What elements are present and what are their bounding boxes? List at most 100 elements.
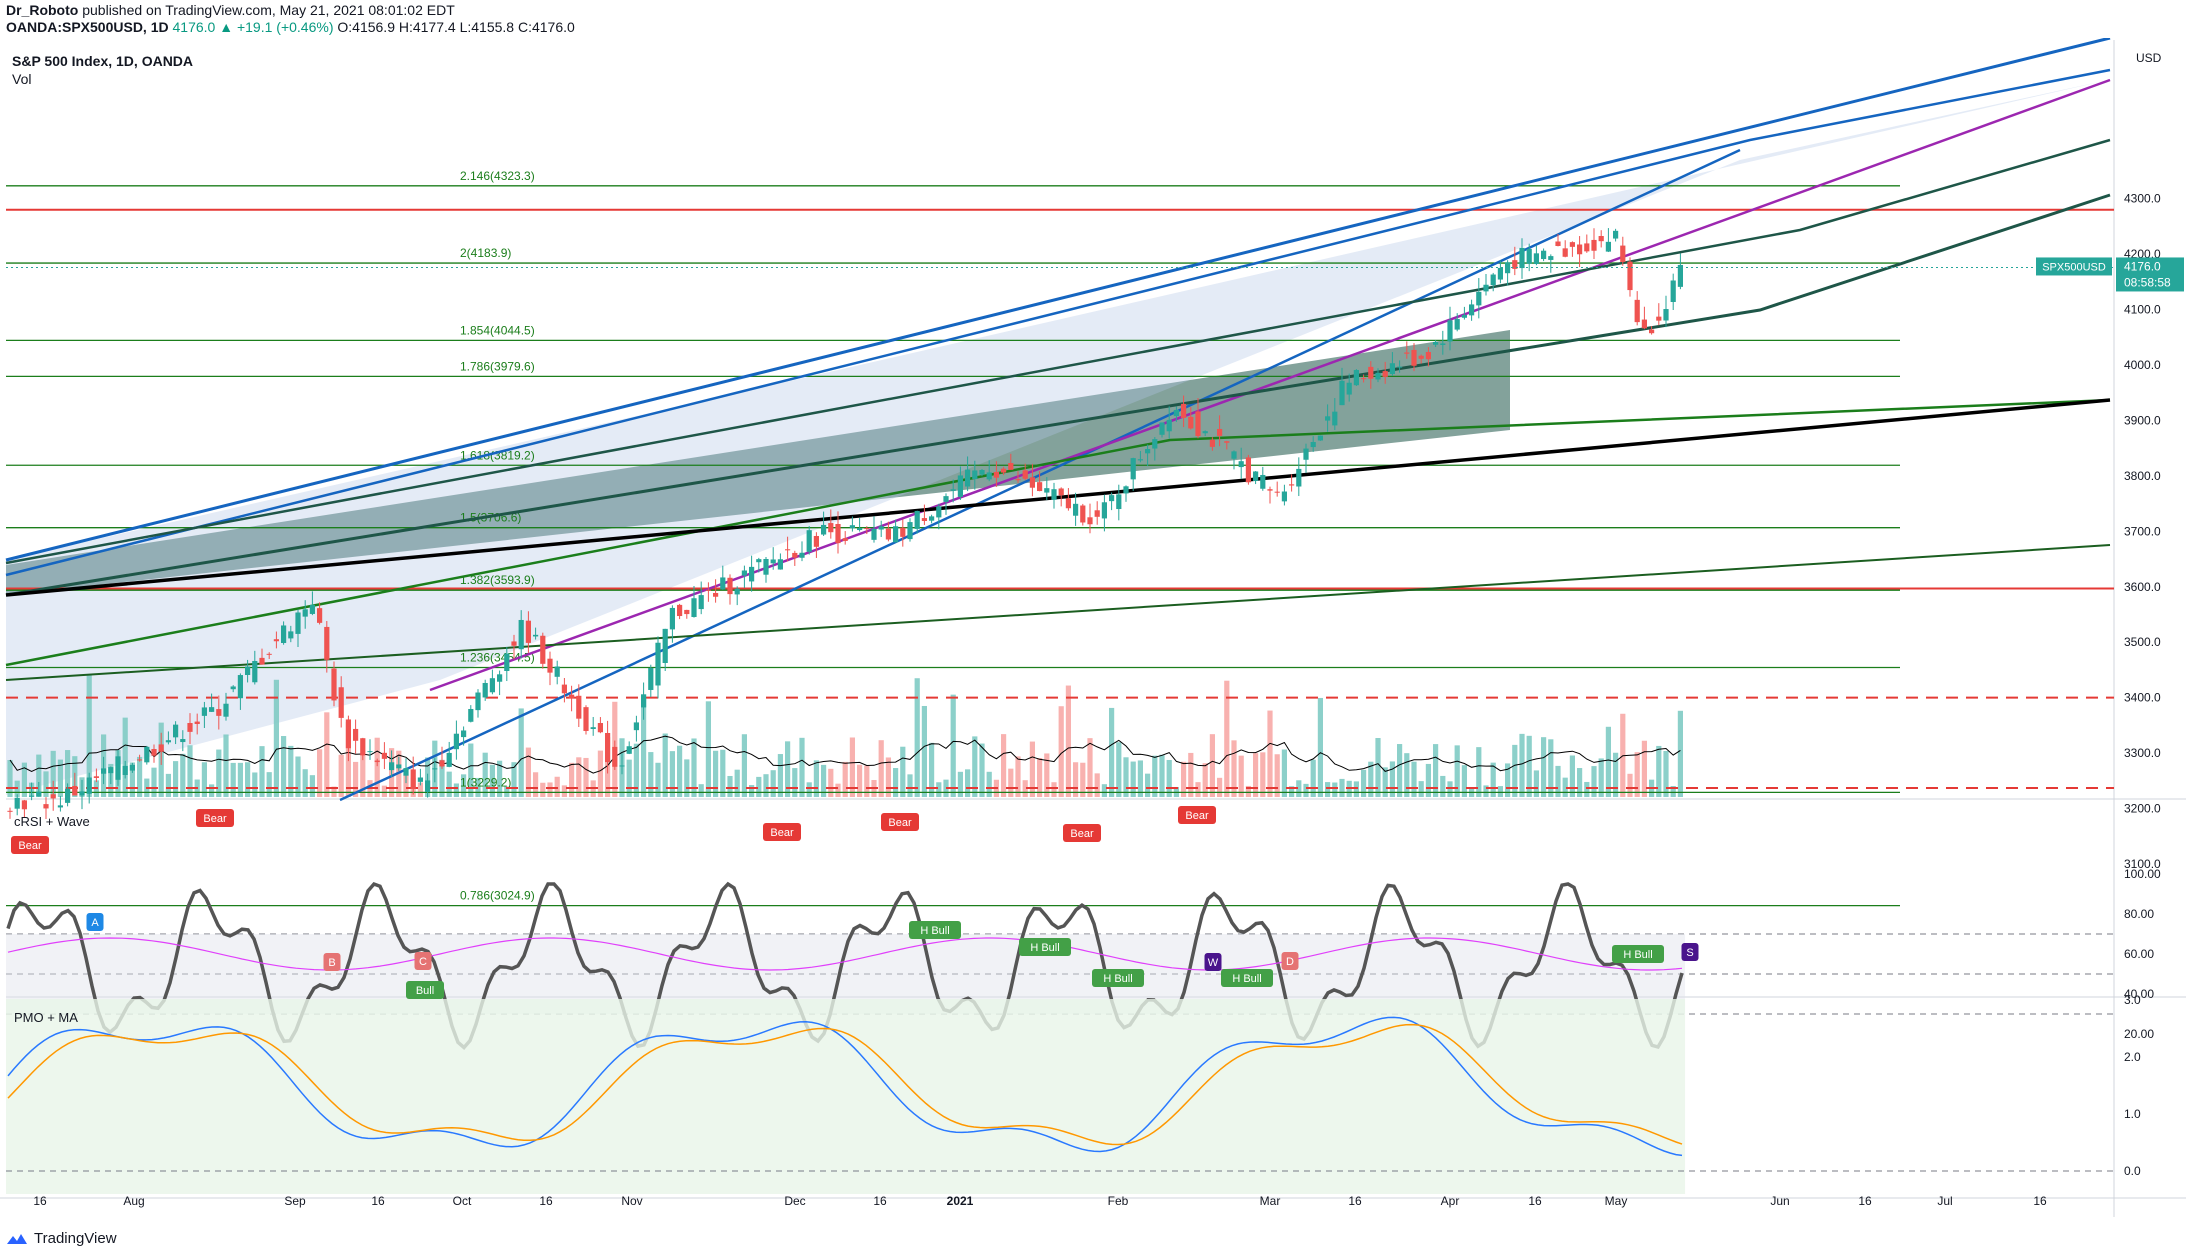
pmo-line bbox=[7, 1016, 1683, 1157]
candle bbox=[907, 522, 913, 540]
symbol-tag-bg bbox=[2036, 257, 2112, 276]
candle bbox=[1274, 491, 1280, 493]
candle bbox=[1353, 369, 1359, 386]
pmo-tick-label: 3.0 bbox=[2124, 993, 2141, 1007]
volume-bar bbox=[216, 749, 222, 797]
candle bbox=[475, 692, 481, 711]
candle bbox=[432, 768, 438, 770]
candle bbox=[1008, 463, 1014, 470]
candle bbox=[115, 756, 121, 780]
candle bbox=[533, 634, 539, 637]
candle bbox=[1389, 363, 1395, 375]
candle bbox=[345, 719, 351, 749]
candle bbox=[1562, 248, 1568, 257]
candle bbox=[1397, 366, 1403, 368]
candle bbox=[1094, 510, 1100, 517]
volume-bar bbox=[1505, 763, 1511, 797]
time-tick-label: Sep bbox=[284, 1194, 306, 1208]
candle bbox=[180, 739, 186, 743]
volume-bar bbox=[691, 738, 697, 797]
candle bbox=[1289, 484, 1295, 486]
volume-bar bbox=[86, 675, 92, 797]
candle bbox=[885, 528, 891, 540]
candle bbox=[684, 609, 690, 615]
candle bbox=[122, 765, 128, 776]
volume-bar bbox=[453, 783, 459, 797]
volume-bar bbox=[7, 760, 13, 797]
chart-canvas[interactable]: 2.146(4323.3) 2(4183.9) 1.854(4044.5) 1.786… bbox=[0, 38, 2186, 1228]
price-tick-label: 3600.0 bbox=[2124, 580, 2161, 594]
volume-bar bbox=[662, 733, 668, 797]
volume-bar bbox=[1353, 781, 1359, 797]
candle bbox=[1512, 260, 1518, 269]
crsi-signal-badge bbox=[1178, 806, 1216, 824]
volume-bar bbox=[259, 746, 265, 797]
candle bbox=[691, 598, 697, 617]
volume-bar bbox=[633, 743, 639, 797]
candle bbox=[425, 780, 431, 792]
candle bbox=[1533, 253, 1539, 264]
volume-bar bbox=[1404, 753, 1410, 797]
candle bbox=[1677, 264, 1683, 287]
time-tick-label: 16 bbox=[1858, 1194, 1872, 1208]
volume-bar bbox=[1634, 752, 1640, 797]
candle bbox=[1656, 316, 1662, 321]
time-tick-label: 16 bbox=[873, 1194, 887, 1208]
volume-bar bbox=[533, 772, 539, 797]
candle bbox=[230, 686, 236, 690]
tradingview-brand[interactable]: TradingView bbox=[6, 1230, 117, 1247]
volume-bar bbox=[137, 756, 143, 797]
candle bbox=[1497, 267, 1503, 280]
volume-bar bbox=[1094, 773, 1100, 797]
price-tick-label: 3800.0 bbox=[2124, 469, 2161, 483]
volume-bar bbox=[187, 745, 193, 797]
volume-bar bbox=[1101, 784, 1107, 797]
volume-bar bbox=[1109, 707, 1115, 797]
publish-info: published on TradingView.com, May 21, 20… bbox=[82, 2, 455, 18]
candle bbox=[1245, 457, 1251, 483]
candle bbox=[1317, 435, 1323, 441]
volume-bar bbox=[655, 762, 661, 797]
volume-bar bbox=[1245, 785, 1251, 797]
candle bbox=[713, 592, 719, 597]
author-name[interactable]: Dr_Roboto bbox=[6, 2, 79, 18]
volume-bar bbox=[1253, 753, 1259, 797]
candle bbox=[1195, 411, 1201, 437]
volume-bar bbox=[979, 743, 985, 797]
volume-bar bbox=[914, 678, 920, 797]
volume-bar bbox=[1512, 744, 1518, 797]
crsi-signal-label: H Bull bbox=[1103, 973, 1132, 985]
candle bbox=[21, 800, 27, 810]
candle bbox=[1159, 422, 1165, 435]
volume-bar bbox=[698, 784, 704, 797]
crsi-signal-label: Bear bbox=[888, 817, 912, 829]
volume-bar bbox=[583, 757, 589, 797]
candle bbox=[57, 805, 63, 808]
candle bbox=[453, 733, 459, 750]
volume-bar bbox=[1145, 773, 1151, 797]
candle bbox=[1145, 448, 1151, 454]
volume-bar bbox=[338, 754, 344, 797]
volume-bar bbox=[1051, 782, 1057, 797]
candle bbox=[957, 475, 963, 497]
candle bbox=[1166, 419, 1172, 432]
volume-bar bbox=[1533, 770, 1539, 797]
volume-bar bbox=[1008, 768, 1014, 797]
candle bbox=[965, 469, 971, 487]
volume-bar bbox=[1166, 759, 1172, 797]
volume-bar bbox=[165, 773, 171, 797]
volume-bar bbox=[1289, 786, 1295, 797]
candle bbox=[734, 588, 740, 595]
pmo-ma-line bbox=[7, 1023, 1683, 1146]
candle bbox=[1649, 329, 1655, 334]
volume-bar bbox=[1123, 757, 1129, 797]
candle bbox=[821, 524, 827, 535]
candle bbox=[1634, 299, 1640, 323]
volume-bar bbox=[1044, 753, 1050, 797]
candle bbox=[1670, 280, 1676, 302]
candle bbox=[1296, 468, 1302, 487]
candle bbox=[1015, 479, 1021, 481]
candle bbox=[612, 746, 618, 767]
candle bbox=[137, 759, 143, 761]
volume-bar bbox=[302, 769, 308, 797]
